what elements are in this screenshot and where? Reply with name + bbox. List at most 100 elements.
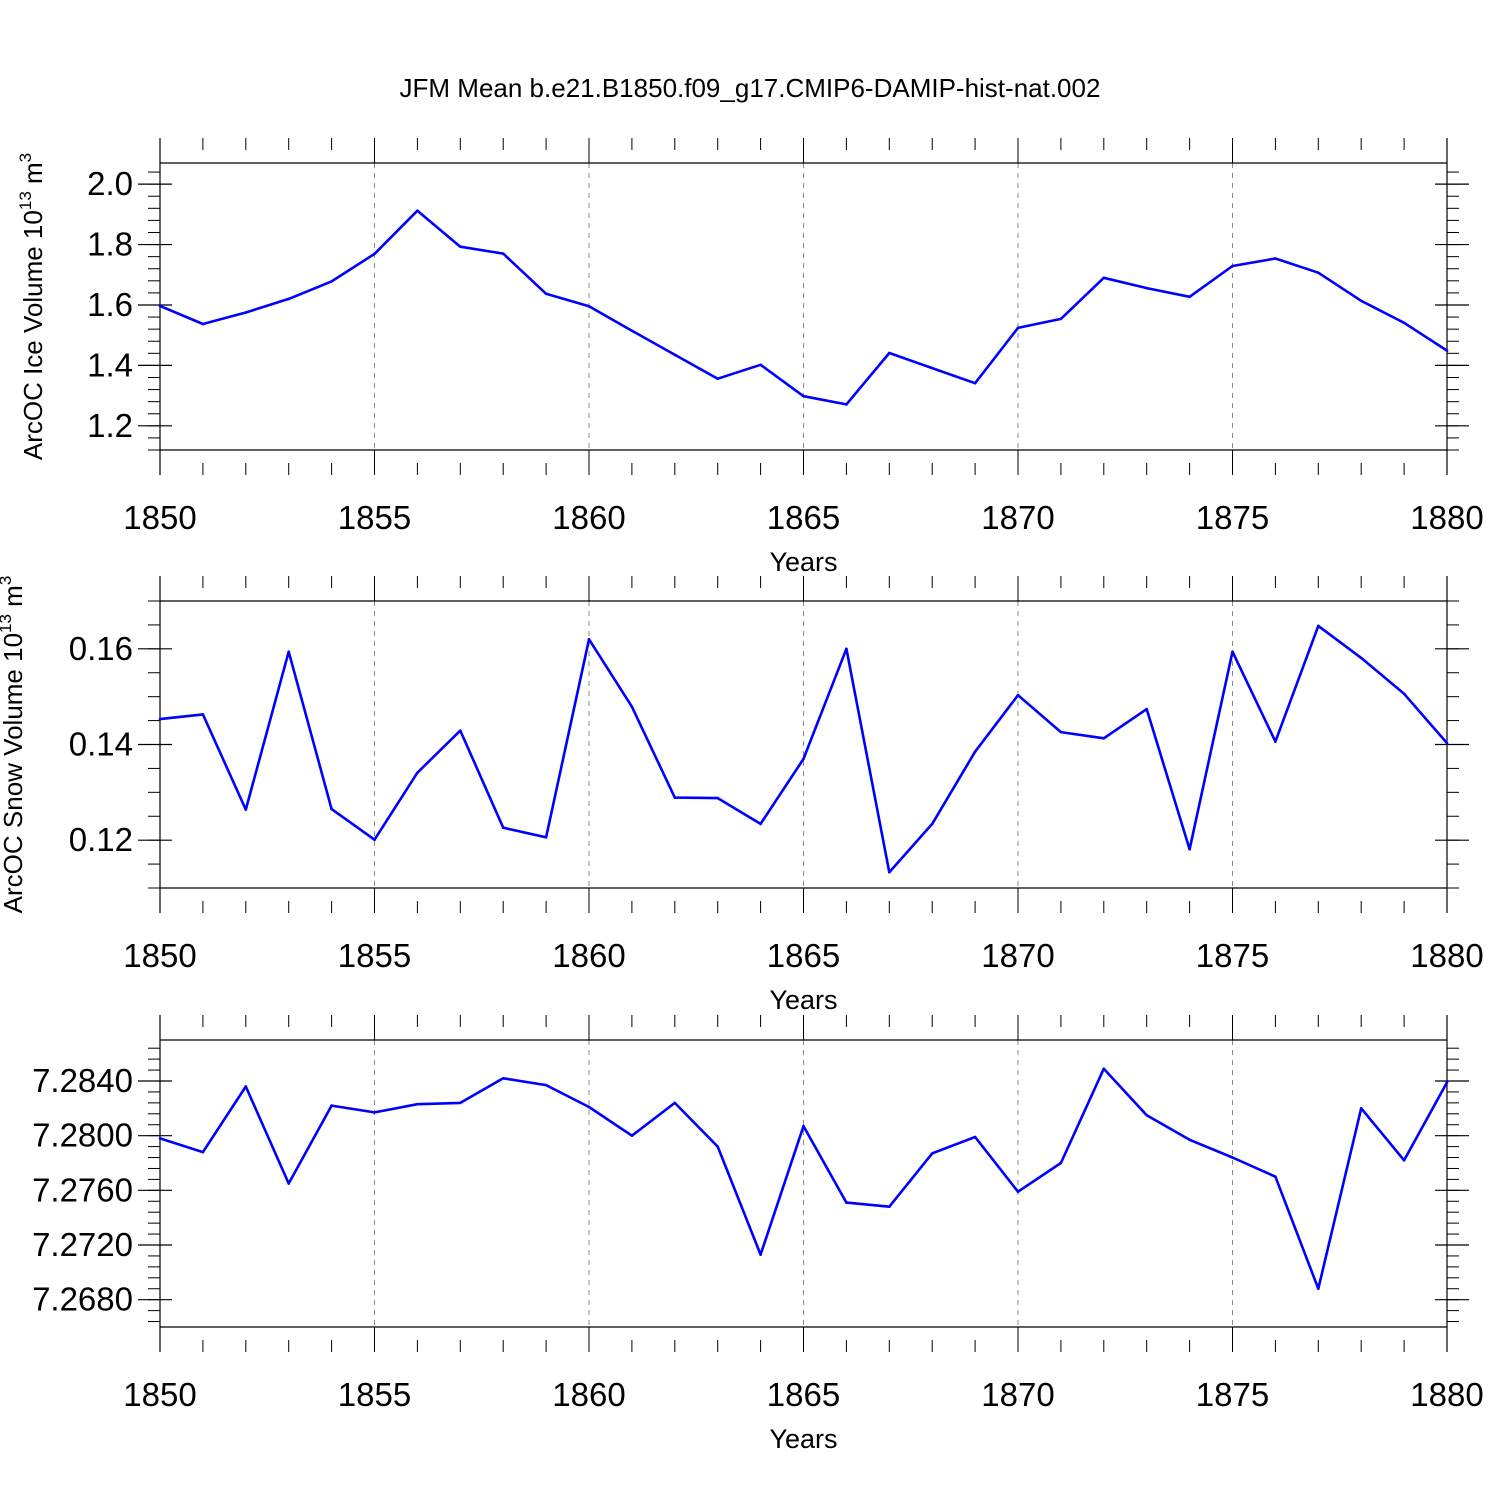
x-tick-label: 1875 xyxy=(1196,937,1269,974)
data-point xyxy=(201,713,205,716)
data-point xyxy=(673,796,677,799)
x-tick-label: 1880 xyxy=(1410,1376,1483,1413)
data-point xyxy=(1231,1156,1234,1159)
data-point xyxy=(888,351,891,355)
data-point xyxy=(1274,1175,1277,1178)
data-point xyxy=(1188,847,1191,851)
data-point xyxy=(1102,736,1106,740)
x-tick-label: 1855 xyxy=(338,937,411,974)
data-point xyxy=(716,1145,719,1148)
data-point xyxy=(1059,317,1063,321)
y-axis-label: ArcOC Snow Volume 1013 m3 xyxy=(0,576,28,914)
y-axis-label-unit: m xyxy=(18,162,48,191)
y-tick-label: 7.2800 xyxy=(32,1117,133,1154)
data-point xyxy=(373,252,376,256)
y-axis-label-text: ArcOC Snow Volume 10 xyxy=(0,633,28,913)
data-point xyxy=(1016,326,1020,330)
data-point xyxy=(973,381,977,385)
data-point xyxy=(501,826,505,830)
data-point xyxy=(716,796,719,800)
data-point xyxy=(1359,1107,1363,1110)
y-tick-label: 1.6 xyxy=(87,286,133,323)
y-tick-label: 1.2 xyxy=(87,407,133,444)
x-axis-label: Years xyxy=(769,547,837,577)
data-point xyxy=(1274,740,1277,743)
data-point xyxy=(1188,295,1191,299)
data-point xyxy=(845,1201,848,1204)
data-point xyxy=(587,1105,591,1109)
data-point xyxy=(158,304,162,308)
data-point xyxy=(673,353,677,357)
data-point xyxy=(459,729,462,732)
data-point xyxy=(459,1101,462,1105)
data-point xyxy=(244,1085,248,1088)
data-point xyxy=(1359,299,1363,303)
data-point xyxy=(1016,693,1020,697)
y-tick-label: 0.16 xyxy=(69,630,133,667)
data-point xyxy=(330,1104,333,1107)
x-tick-label: 1865 xyxy=(767,937,840,974)
data-point xyxy=(501,1076,505,1080)
x-tick-label: 1870 xyxy=(981,499,1054,536)
data-point xyxy=(630,329,634,332)
x-tick-label: 1850 xyxy=(123,937,196,974)
data-point xyxy=(287,297,291,301)
y-axis-label-unit-exponent: 3 xyxy=(0,576,15,585)
data-point xyxy=(201,322,205,326)
y-tick-label: 1.8 xyxy=(87,226,133,263)
data-point xyxy=(1445,741,1449,745)
data-point xyxy=(1317,271,1320,274)
y-axis-label-unit-exponent: 3 xyxy=(16,153,35,162)
x-tick-label: 1880 xyxy=(1410,499,1483,536)
data-point xyxy=(1016,1190,1020,1193)
x-tick-label: 1860 xyxy=(552,937,625,974)
data-point xyxy=(716,377,719,381)
data-point xyxy=(1317,624,1320,628)
data-point xyxy=(845,403,848,406)
data-point xyxy=(287,650,291,654)
data-point xyxy=(373,838,376,841)
x-tick-label: 1855 xyxy=(338,1376,411,1413)
data-point xyxy=(888,870,891,874)
data-point xyxy=(630,705,634,709)
data-point xyxy=(973,750,977,753)
figure-title: JFM Mean b.e21.B1850.f09_g17.CMIP6-DAMIP… xyxy=(400,73,1101,103)
x-tick-label: 1875 xyxy=(1196,1376,1269,1413)
panel-1: 1.2 1.4 1.6 1.8 2.0 1850 1855 1860 1865 1870 1875 1… xyxy=(16,138,1484,577)
data-point xyxy=(201,1150,205,1154)
data-point xyxy=(459,245,462,248)
data-point xyxy=(973,1135,977,1139)
data-point xyxy=(845,647,848,651)
x-tick-label: 1860 xyxy=(552,1376,625,1413)
panel-2: 0.12 0.14 0.16 1850 1855 1860 1865 1870 1875 1880… xyxy=(0,576,1484,1015)
data-point xyxy=(287,1182,291,1185)
panels-group: 1.2 1.4 1.6 1.8 2.0 1850 1855 1860 1865 1870 1875 1… xyxy=(0,138,1484,1454)
data-point xyxy=(802,1124,805,1128)
y-axis-label: ArcOC Ice Volume 1013 m3 xyxy=(16,153,48,460)
x-tick-label: 1865 xyxy=(767,499,840,536)
data-point xyxy=(244,808,248,811)
data-point xyxy=(930,1152,934,1155)
data-point xyxy=(673,1101,677,1105)
data-point xyxy=(1231,264,1234,268)
data-point xyxy=(1359,656,1363,660)
data-point xyxy=(1445,1081,1449,1084)
data-point xyxy=(416,1102,419,1106)
y-tick-label: 7.2680 xyxy=(32,1281,133,1318)
x-tick-label: 1860 xyxy=(552,499,625,536)
data-point xyxy=(1102,276,1106,280)
data-point xyxy=(373,1111,376,1114)
data-point xyxy=(587,637,591,641)
x-tick-label: 1875 xyxy=(1196,499,1269,536)
data-point xyxy=(544,1083,548,1087)
data-point xyxy=(759,1253,762,1256)
x-tick-label: 1880 xyxy=(1410,937,1483,974)
data-point xyxy=(1145,286,1148,290)
x-axis-label: Years xyxy=(769,1424,837,1454)
data-point xyxy=(544,292,548,296)
y-tick-label: 7.2840 xyxy=(32,1062,133,1099)
x-tick-label: 1855 xyxy=(338,499,411,536)
y-tick-label: 1.4 xyxy=(87,346,133,383)
data-point xyxy=(1145,707,1148,711)
